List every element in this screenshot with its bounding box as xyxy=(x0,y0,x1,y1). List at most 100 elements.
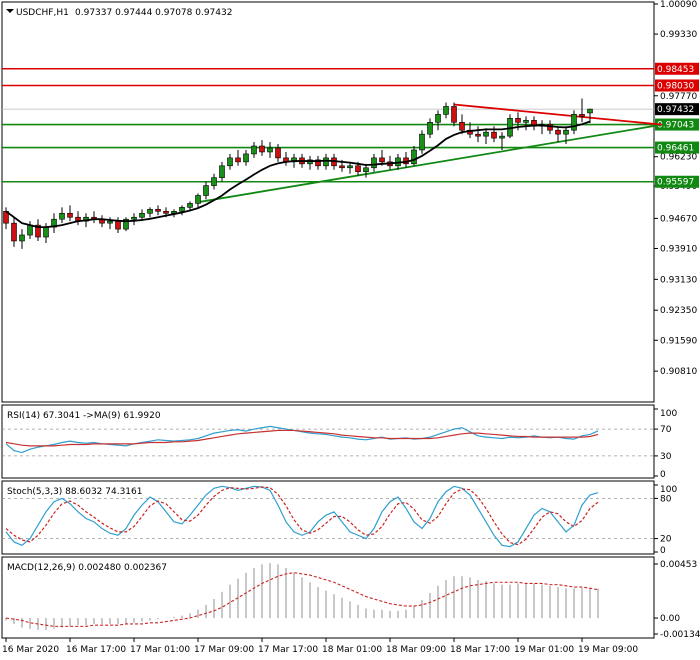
candle[interactable] xyxy=(203,181,209,200)
bull-candle-body xyxy=(147,209,153,214)
bull-candle-body xyxy=(187,203,193,208)
candle[interactable] xyxy=(475,126,481,143)
resistance-trendline[interactable] xyxy=(453,103,663,126)
candle[interactable] xyxy=(59,207,65,224)
main-pane-frame[interactable] xyxy=(1,1,655,403)
macd-pane-frame[interactable] xyxy=(1,556,655,639)
resistance-level-tag xyxy=(655,79,699,92)
rsi-pane-frame[interactable] xyxy=(1,404,655,479)
candle[interactable] xyxy=(347,161,353,174)
bull-candle-body xyxy=(203,185,209,196)
bear-candle-body xyxy=(555,129,561,135)
bull-candle-body xyxy=(59,212,65,220)
header-symbol-icon xyxy=(6,9,14,13)
bear-candle-body xyxy=(155,209,161,212)
candle[interactable] xyxy=(19,229,25,249)
time-axis-tick-label: 19 Mar 09:00 xyxy=(578,645,638,655)
macd-axis-tick-label: 0.00453 xyxy=(660,560,697,570)
candle[interactable] xyxy=(243,149,249,166)
candle[interactable] xyxy=(443,102,449,119)
candle[interactable] xyxy=(131,213,137,226)
macd-title: MACD(12,26,9) 0.002480 0.002367 xyxy=(7,563,167,573)
candle[interactable] xyxy=(155,205,161,216)
candle[interactable] xyxy=(179,205,185,216)
candle[interactable] xyxy=(147,207,153,218)
time-axis-tick-label: 18 Mar 09:00 xyxy=(386,645,446,655)
bull-candle-body xyxy=(587,108,593,114)
candle[interactable] xyxy=(35,219,41,241)
candle[interactable] xyxy=(259,140,265,156)
candle[interactable] xyxy=(411,146,417,166)
candle[interactable] xyxy=(275,144,281,162)
series-line-1 xyxy=(5,429,599,447)
bull-candle-body xyxy=(435,114,441,123)
resistance-level-label: 0.98453 xyxy=(657,65,694,75)
candle[interactable] xyxy=(363,163,369,178)
bull-candle-body xyxy=(195,195,201,204)
candle[interactable] xyxy=(315,155,321,170)
support-level-label: 0.95597 xyxy=(657,178,694,188)
time-axis: 16 Mar 2020 16 Mar 17:00 17 Mar 01:00 17 Ma… xyxy=(2,638,638,655)
bull-candle-body xyxy=(499,135,505,139)
candle[interactable] xyxy=(323,153,329,170)
rsi-title: RSI(14) 67.3041 ->MA(9) 61.9920 xyxy=(7,411,161,421)
support-level-label: 0.96461 xyxy=(657,144,694,154)
candle[interactable] xyxy=(451,102,457,127)
candle[interactable] xyxy=(123,217,129,232)
candle[interactable] xyxy=(587,108,593,124)
candle[interactable] xyxy=(563,126,569,145)
series-line-0 xyxy=(5,485,599,548)
candle[interactable] xyxy=(267,142,273,158)
candle[interactable] xyxy=(419,130,425,154)
candle[interactable] xyxy=(235,149,241,166)
ohlc-readout: 0.97337 0.97444 0.97078 0.97432 xyxy=(75,8,232,18)
candle[interactable] xyxy=(435,110,441,131)
osc-axis-tick-label: 30 xyxy=(660,452,672,462)
candle[interactable] xyxy=(195,193,201,208)
price-axis-tick-label: 0.99330 xyxy=(660,30,697,40)
time-axis-tick-label: 19 Mar 01:00 xyxy=(514,645,574,655)
bull-candle-body xyxy=(123,218,129,230)
bull-candle-body xyxy=(27,224,33,236)
candle[interactable] xyxy=(579,98,585,123)
bear-candle-body xyxy=(67,212,73,218)
candle[interactable] xyxy=(523,116,529,131)
resistance-level-label: 0.98030 xyxy=(657,81,694,91)
bull-candle-body xyxy=(219,165,225,178)
candle[interactable] xyxy=(371,153,377,172)
candle[interactable] xyxy=(67,205,73,222)
candle[interactable] xyxy=(483,128,489,145)
bear-candle-body xyxy=(355,165,361,173)
price-axis-tick-label: 0.91590 xyxy=(660,336,697,346)
time-axis-tick-label: 16 Mar 2020 xyxy=(2,645,59,655)
candle[interactable] xyxy=(211,173,217,190)
price-axis-tick-label: 0.92350 xyxy=(660,306,697,316)
bull-candle-body xyxy=(19,234,25,242)
candle[interactable] xyxy=(555,126,561,143)
macd-axis-tick-label: -0.00134 xyxy=(660,630,700,640)
candle[interactable] xyxy=(571,110,577,135)
symbol-label: USDCHF,H1 xyxy=(16,8,69,18)
support-level-tag xyxy=(655,118,699,131)
candle[interactable] xyxy=(251,142,257,158)
stoch-pane-frame[interactable] xyxy=(1,480,655,555)
candle[interactable] xyxy=(499,132,505,150)
candle[interactable] xyxy=(219,161,225,182)
osc-axis-tick-label: 20 xyxy=(660,535,672,545)
osc-axis-tick-label: 80 xyxy=(660,494,672,504)
time-axis-tick-label: 18 Mar 01:00 xyxy=(322,645,382,655)
bear-candle-body xyxy=(379,157,385,163)
bull-candle-body xyxy=(323,157,329,167)
candle[interactable] xyxy=(459,114,465,135)
bull-candle-body xyxy=(211,177,217,186)
candle[interactable] xyxy=(227,153,233,170)
bull-candle-body xyxy=(107,220,113,224)
price-axis-tick-label: 0.96230 xyxy=(660,153,697,163)
candle[interactable] xyxy=(427,118,433,139)
bear-candle-body xyxy=(459,121,465,131)
macd-signal-line xyxy=(5,572,599,627)
candle[interactable] xyxy=(11,217,17,247)
bear-candle-body xyxy=(475,133,481,137)
support-trendline[interactable] xyxy=(197,123,663,204)
